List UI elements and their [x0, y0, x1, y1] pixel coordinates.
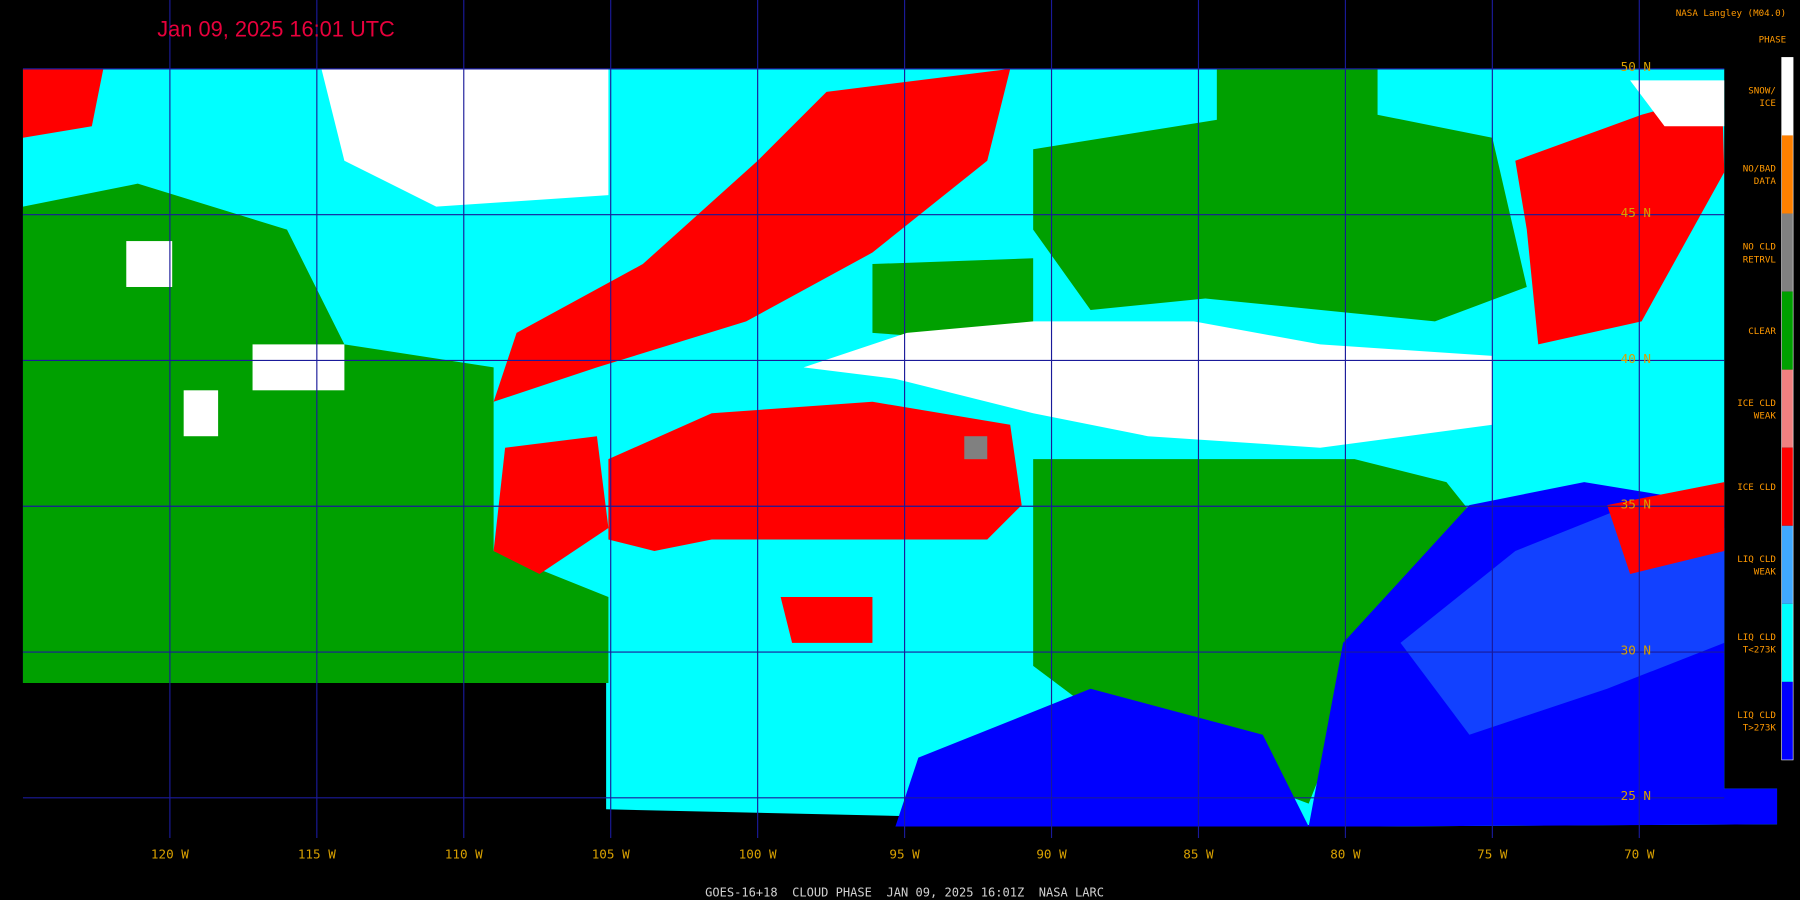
- longitude-label: 100 W: [739, 847, 777, 862]
- legend-swatch: [1781, 447, 1794, 526]
- footer: GOES-16+18 CLOUD PHASE JAN 09, 2025 16:0…: [705, 886, 1104, 900]
- ice-cloud-area: [493, 436, 609, 574]
- legend-label: SNOW/: [1748, 86, 1776, 97]
- longitude-label: 85 W: [1183, 847, 1214, 862]
- legend-label: WEAK: [1754, 567, 1777, 578]
- longitude-label: 110 W: [445, 847, 483, 862]
- longitude-label: 120 W: [151, 847, 189, 862]
- snow-ice-area: [321, 68, 609, 207]
- legend-label: DATA: [1754, 176, 1777, 187]
- legend-label: LIQ CLD: [1737, 632, 1776, 643]
- snow-ice-area: [1630, 80, 1725, 127]
- ice-cloud-area: [780, 596, 873, 643]
- legend-label: T>273K: [1743, 723, 1777, 734]
- latitude-label: 35 N: [1621, 497, 1651, 512]
- longitude-label: 105 W: [592, 847, 630, 862]
- longitude-label: 95 W: [889, 847, 920, 862]
- legend-swatch: [1781, 369, 1794, 448]
- no-retrieval-area: [964, 436, 988, 460]
- latitude-label: 50 N: [1621, 59, 1651, 74]
- legend-label: WEAK: [1754, 410, 1777, 421]
- ice-cloud-area: [1515, 91, 1725, 345]
- longitude-label: 90 W: [1036, 847, 1067, 862]
- legend-label: ICE CLD: [1737, 398, 1776, 409]
- legend-frame: [1781, 57, 1794, 761]
- snow-ice-area: [183, 390, 219, 437]
- legend-swatch: [1781, 681, 1794, 760]
- latitude-label: 40 N: [1621, 351, 1651, 366]
- legend-title: PHASE: [1759, 34, 1787, 45]
- longitude-label: 80 W: [1330, 847, 1361, 862]
- clear-area: [1033, 103, 1527, 322]
- credit: NASA Langley (M04.0): [1676, 8, 1786, 19]
- legend-swatch: [1781, 525, 1794, 604]
- legend-label: NO/BAD: [1743, 164, 1776, 175]
- ice-cloud-area: [1607, 482, 1725, 574]
- legend-label: RETRVL: [1743, 254, 1777, 265]
- legend-swatch: [1781, 135, 1794, 214]
- legend-swatch: [1781, 291, 1794, 370]
- legend-label: ICE CLD: [1737, 482, 1776, 493]
- latitude-label: 30 N: [1621, 642, 1651, 657]
- snow-ice-area: [252, 344, 345, 391]
- longitude-label: 115 W: [298, 847, 336, 862]
- legend-label: LIQ CLD: [1737, 554, 1776, 565]
- legend-swatch: [1781, 213, 1794, 292]
- legend-label: LIQ CLD: [1737, 710, 1776, 721]
- ice-cloud-area: [493, 68, 1011, 402]
- clear-area: [1216, 68, 1378, 173]
- legend-swatch: [1781, 603, 1794, 682]
- legend-label: NO CLD: [1743, 242, 1776, 253]
- title: Jan 09, 2025 16:01 UTC: [157, 17, 395, 42]
- ice-cloud-area: [22, 68, 104, 138]
- latitude-label: 45 N: [1621, 205, 1651, 220]
- clear-area: [872, 258, 1034, 345]
- legend-swatch: [1781, 57, 1794, 136]
- legend-label: ICE: [1759, 98, 1776, 109]
- legend-label: T<273K: [1743, 645, 1777, 656]
- snow-ice-area: [126, 241, 173, 287]
- latitude-label: 25 N: [1621, 788, 1651, 803]
- snow-ice-area: [803, 321, 1493, 448]
- longitude-label: 70 W: [1624, 847, 1655, 862]
- graticule: [22, 0, 1725, 839]
- liquid-cloud-area: [895, 688, 1309, 827]
- ice-cloud-area: [608, 401, 1022, 552]
- longitude-label: 75 W: [1477, 847, 1508, 862]
- legend-label: CLEAR: [1748, 326, 1776, 337]
